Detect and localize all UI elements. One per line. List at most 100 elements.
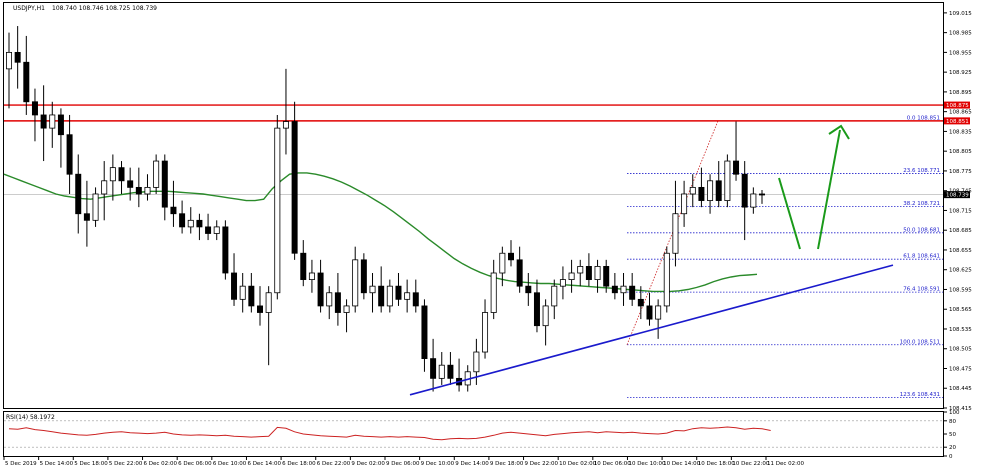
x-tick-label: 9 Dec 22:00 — [525, 461, 559, 467]
candle-body — [499, 252, 506, 274]
candle-body — [559, 279, 566, 287]
x-tick-label: 5 Dec 22:00 — [109, 461, 143, 467]
x-tick-label: 10 Dec 18:00 — [698, 461, 735, 467]
x-tick-label: 5 Dec 14:00 — [40, 461, 74, 467]
x-tick-label: 9 Dec 10:00 — [421, 461, 455, 467]
up-arrow-line — [817, 129, 841, 250]
y-tick-label: 108.715 — [949, 208, 972, 214]
x-tick-label: 10 Dec 14:00 — [663, 461, 700, 467]
rsi-title: RSI(14) 58.1972 — [6, 414, 55, 421]
y-tick-label: 108.505 — [949, 347, 972, 353]
candle-body — [672, 213, 679, 254]
candle-body — [57, 114, 64, 136]
x-tick-label: 6 Dec 10:00 — [213, 461, 247, 467]
y-tick-label: 108.925 — [949, 70, 972, 76]
y-tick-label: 108.865 — [949, 110, 972, 116]
candle-body — [23, 61, 30, 103]
candle-body — [317, 272, 324, 307]
candle-body — [282, 121, 289, 129]
y-tick-label: 108.415 — [949, 406, 972, 412]
y-tick-label: 108.595 — [949, 287, 972, 293]
x-tick-label: 6 Dec 14:00 — [247, 461, 281, 467]
y-tick-label: 108.685 — [949, 228, 972, 234]
fib-level-label: 38.2 108.721 — [903, 201, 940, 207]
candle-body — [257, 305, 263, 313]
candle-body — [127, 180, 134, 188]
x-tick-label: 6 Dec 18:00 — [282, 461, 316, 467]
candle-body — [334, 292, 341, 313]
candle-body — [646, 305, 653, 320]
candle-body — [430, 358, 437, 379]
candle-body — [404, 292, 411, 300]
candle-body — [265, 292, 272, 313]
resistance-price-label: 108.851 — [946, 119, 969, 125]
candle-body — [360, 259, 367, 294]
candle-body — [196, 219, 203, 228]
candle-body — [603, 266, 610, 287]
candle-body — [343, 305, 350, 313]
candle-body — [620, 285, 627, 294]
main-plot-frame — [3, 2, 944, 409]
resistance-price-tag — [944, 117, 970, 125]
candle-body — [551, 285, 558, 307]
x-tick-label: 6 Dec 02:00 — [144, 461, 178, 467]
x-tick-label: 11 Dec 02:00 — [767, 461, 804, 467]
resistance-price-tag — [944, 101, 970, 109]
candle-body — [300, 252, 307, 280]
candle-body — [508, 252, 514, 261]
candle-body — [6, 51, 12, 70]
candle-body — [369, 285, 376, 294]
y-tick-label: 108.475 — [949, 366, 972, 372]
candle-body — [395, 285, 402, 300]
x-tick-label: 10 Dec 06:00 — [594, 461, 631, 467]
candle-body — [187, 219, 194, 228]
candle-body — [585, 266, 592, 280]
up-arrow-head — [828, 124, 850, 140]
fib-level-label: 0.0 108.851 — [907, 115, 940, 121]
fib-level-label: 100.0 108.511 — [900, 339, 940, 345]
candle-body — [490, 272, 497, 313]
candle-body — [525, 285, 532, 294]
candle-body — [378, 285, 385, 307]
rsi-line — [8, 426, 771, 441]
candle-body — [109, 167, 116, 182]
y-tick-label: 108.985 — [949, 31, 972, 37]
candle-body — [421, 305, 428, 360]
candle-body — [161, 160, 168, 208]
candle-body — [170, 206, 177, 215]
candle-body — [759, 193, 765, 196]
candle-body — [707, 180, 714, 201]
candle-body — [438, 364, 445, 379]
y-tick-label: 108.835 — [949, 129, 972, 135]
chart-title: USDJPY,H1 — [13, 5, 45, 12]
x-tick-label: 9 Dec 02:00 — [351, 461, 385, 467]
candle-body — [66, 134, 73, 175]
candle-body — [741, 173, 748, 208]
x-tick-label: 6 Dec 22:00 — [317, 461, 351, 467]
rsi-y-tick-label: 50 — [949, 432, 956, 438]
candle-body — [533, 292, 540, 327]
candle-body — [542, 305, 549, 327]
x-tick-label: 10 Dec 10:00 — [628, 461, 665, 467]
x-tick-label: 5 Dec 18:00 — [74, 461, 108, 467]
fib-level-label: 50.0 108.681 — [903, 227, 940, 233]
fib-level-label: 23.6 108.771 — [903, 168, 940, 174]
candle-body — [724, 160, 731, 201]
resistance-price-label: 108.875 — [946, 103, 969, 109]
candle-body — [352, 259, 359, 307]
support-trend-line — [409, 264, 894, 396]
candle-body — [179, 213, 186, 228]
down-arrow-line — [778, 177, 801, 250]
candle-body — [118, 167, 125, 182]
candle-body — [153, 160, 160, 188]
candle-body — [308, 272, 315, 280]
candle-body — [135, 186, 142, 195]
candle-body — [568, 272, 575, 280]
x-tick-label: 9 Dec 06:00 — [386, 461, 420, 467]
current-price-label: 108.739 — [946, 193, 969, 199]
candle-body — [83, 213, 90, 221]
y-tick-label: 108.565 — [949, 307, 972, 313]
candle-body — [516, 259, 523, 287]
candle-body — [231, 272, 238, 300]
